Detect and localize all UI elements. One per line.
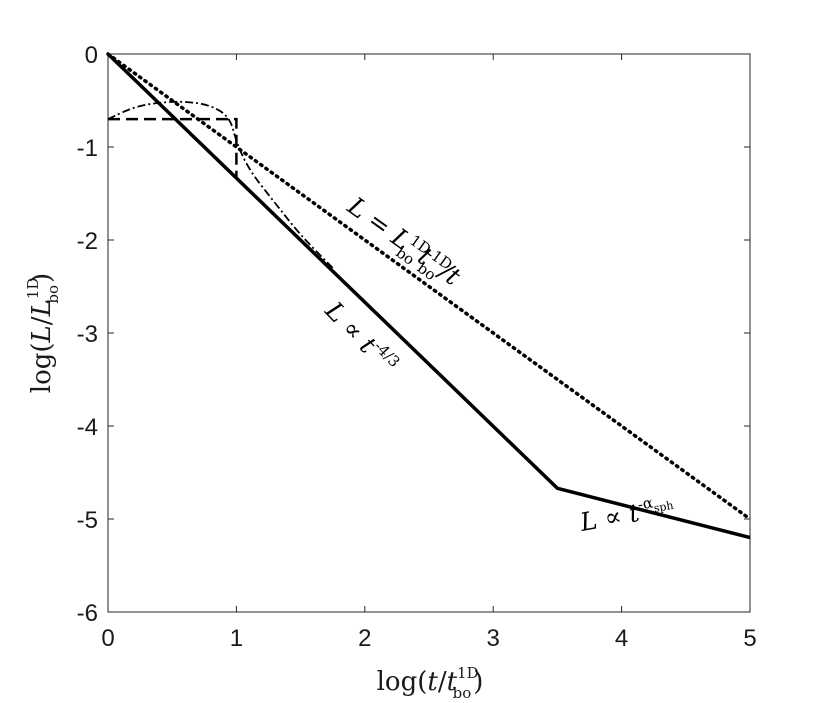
x-axis-label: log(t/t1D bo) (377, 664, 484, 702)
x-tick-label: 0 (101, 625, 114, 652)
y-tick-label: -5 (77, 507, 98, 534)
x-tick-label: 2 (358, 625, 371, 652)
x-tick-label: 4 (615, 625, 628, 652)
x-tick-label: 1 (230, 625, 243, 652)
y-tick-label: -2 (77, 228, 98, 255)
tick-labels: 0 1 2 3 4 5 0 -1 -2 -3 -4 -5 -6 (77, 42, 757, 652)
series-line-dashdot (107, 100, 334, 269)
y-tick-label: -3 (77, 321, 98, 348)
series-line-dotted (106, 52, 752, 521)
series-line-dashed (108, 117, 238, 178)
series-layer (106, 52, 752, 540)
y-axis-label: log(L/L1D bo) (24, 273, 62, 393)
annotation-dotted-line: L = L1Dbot1Dbo/t (338, 190, 467, 297)
y-tick-label: 0 (85, 42, 98, 69)
y-tick-label: -1 (77, 135, 98, 162)
y-tick-label: -4 (77, 414, 98, 441)
x-tick-label: 5 (743, 625, 756, 652)
tick-marks (107, 53, 751, 613)
x-tick-label: 3 (487, 625, 500, 652)
plot-frame (107, 53, 751, 613)
series-line-solid (106, 52, 751, 540)
y-tick-label: -6 (77, 600, 98, 627)
annotation-early-slope: L ∝ t-4/3 (319, 294, 404, 380)
